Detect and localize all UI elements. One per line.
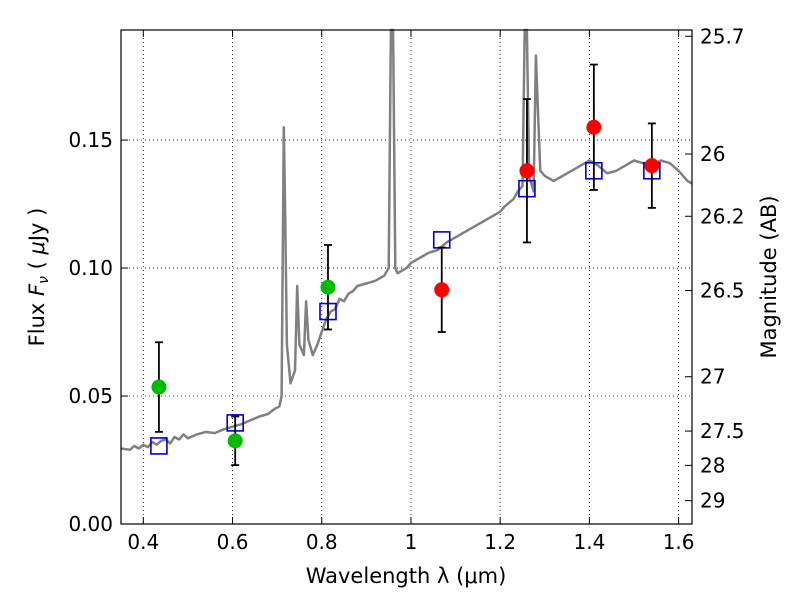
observed-flux-point [519, 163, 535, 179]
x-tick-label: 1.2 [484, 530, 516, 554]
x-tick-label: 1.6 [663, 530, 695, 554]
magnitude-tick-label: 28 [700, 453, 725, 477]
y-axis-label-part: μ [25, 241, 49, 255]
observed-flux-point [644, 158, 660, 174]
markers-layer [150, 63, 661, 467]
observed-flux-point [434, 282, 450, 298]
x-tick-label: 0.8 [306, 530, 338, 554]
model-spectrum-layer [120, 28, 693, 452]
x-tick-label: 0.6 [217, 530, 249, 554]
magnitude-tick-label: 26 [700, 142, 725, 166]
x-tick-label: 0.4 [127, 530, 159, 554]
y-axis-label-part: F [25, 283, 49, 296]
observed-flux-point [227, 433, 243, 449]
observed-flux-point [151, 379, 167, 395]
y-tick-label: 0.15 [68, 128, 113, 152]
y-tick-label: 0.00 [68, 512, 113, 536]
y-axis-label-part: ν [36, 276, 52, 284]
y-tick-label: 0.05 [68, 384, 113, 408]
x-tick-label: 1 [405, 530, 418, 554]
y-axis-label-part: ( [25, 255, 49, 277]
model-photometry-square [150, 437, 168, 455]
x-axis-label: Wavelength λ (μm) [306, 564, 507, 588]
right-axis-label: Magnitude (AB) [757, 195, 781, 358]
magnitude-tick-label: 26.2 [700, 204, 745, 228]
magnitude-tick-label: 27.5 [700, 419, 745, 443]
magnitude-tick-label: 25.7 [700, 24, 745, 48]
plot-frame [120, 29, 693, 525]
x-tick-label: 1.4 [573, 530, 605, 554]
y-tick-label: 0.10 [68, 256, 113, 280]
y-axis-label-part: Jy ) [25, 208, 49, 244]
magnitude-tick-label: 26.5 [700, 279, 745, 303]
magnitude-tick-label: 27 [700, 365, 725, 389]
axis-ticks: 0.4 0.6 0.8 1 1.2 1.4 1.6 0.00 0.05 0.10 0.15 25.7 2… [68, 24, 744, 554]
model-spectrum-line [120, 28, 693, 452]
y-axis-label-part: Flux [25, 296, 49, 346]
observed-flux-point [586, 119, 602, 135]
y-axis-label: Flux Fν ( μJy ) [25, 208, 52, 347]
observed-flux-point [320, 279, 336, 295]
magnitude-tick-label: 29 [700, 489, 725, 513]
grid [121, 30, 692, 525]
